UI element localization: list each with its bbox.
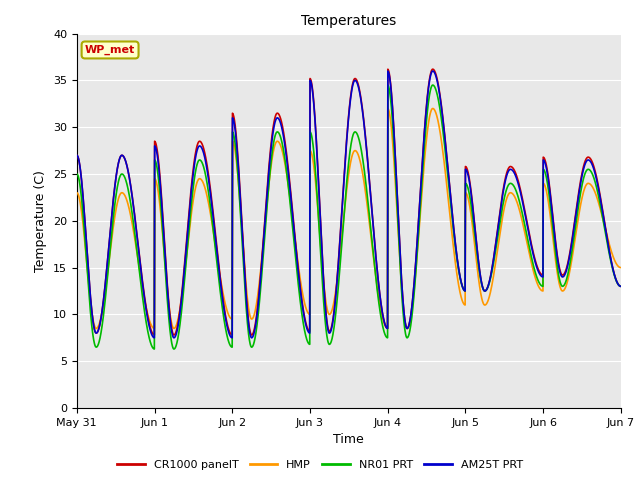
- Legend: CR1000 panelT, HMP, NR01 PRT, AM25T PRT: CR1000 panelT, HMP, NR01 PRT, AM25T PRT: [113, 456, 527, 474]
- Text: WP_met: WP_met: [85, 45, 135, 55]
- Y-axis label: Temperature (C): Temperature (C): [35, 170, 47, 272]
- Title: Temperatures: Temperatures: [301, 14, 396, 28]
- X-axis label: Time: Time: [333, 433, 364, 446]
